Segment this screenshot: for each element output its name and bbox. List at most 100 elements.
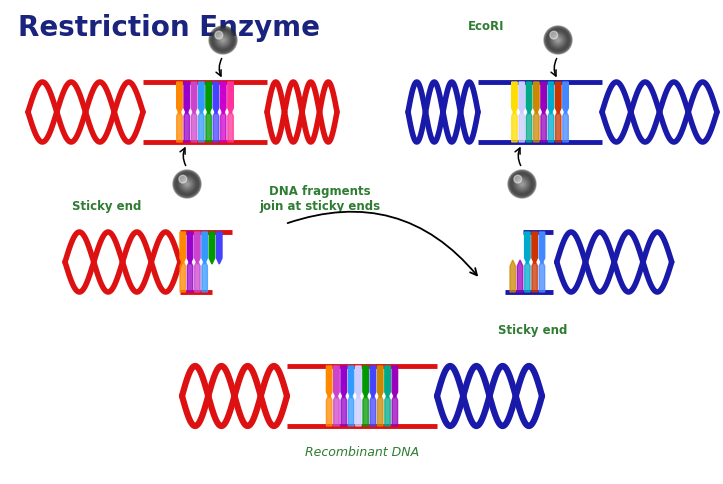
- Polygon shape: [539, 260, 544, 292]
- Circle shape: [215, 31, 223, 39]
- Polygon shape: [541, 110, 547, 142]
- Circle shape: [555, 37, 561, 44]
- Polygon shape: [180, 260, 186, 292]
- Circle shape: [518, 180, 526, 189]
- Polygon shape: [370, 366, 376, 398]
- Polygon shape: [526, 82, 532, 114]
- Polygon shape: [326, 394, 332, 426]
- FancyArrowPatch shape: [180, 148, 186, 166]
- Circle shape: [209, 26, 237, 54]
- Circle shape: [220, 37, 226, 44]
- Circle shape: [521, 183, 523, 185]
- Polygon shape: [512, 110, 517, 142]
- Circle shape: [510, 172, 534, 196]
- Circle shape: [176, 172, 199, 196]
- Text: Sticky end: Sticky end: [72, 200, 142, 213]
- Polygon shape: [385, 394, 390, 426]
- Circle shape: [545, 27, 571, 53]
- Polygon shape: [334, 394, 339, 426]
- Polygon shape: [216, 232, 222, 264]
- Circle shape: [215, 32, 231, 48]
- Polygon shape: [562, 82, 568, 114]
- Polygon shape: [555, 110, 561, 142]
- Circle shape: [179, 176, 195, 192]
- Polygon shape: [176, 82, 182, 114]
- Polygon shape: [526, 110, 532, 142]
- Circle shape: [509, 171, 535, 197]
- Circle shape: [550, 32, 566, 48]
- FancyArrowPatch shape: [551, 59, 557, 76]
- Circle shape: [214, 30, 232, 49]
- Circle shape: [547, 30, 568, 50]
- Polygon shape: [187, 232, 193, 264]
- Circle shape: [176, 174, 197, 195]
- Polygon shape: [206, 82, 211, 114]
- Polygon shape: [392, 366, 398, 398]
- Circle shape: [173, 170, 201, 198]
- Polygon shape: [202, 260, 208, 292]
- Polygon shape: [348, 366, 354, 398]
- Circle shape: [186, 183, 188, 185]
- Polygon shape: [194, 260, 200, 292]
- Polygon shape: [228, 82, 234, 114]
- Polygon shape: [192, 82, 197, 114]
- Polygon shape: [377, 394, 383, 426]
- FancyArrowPatch shape: [216, 59, 222, 76]
- Text: EcoRI: EcoRI: [468, 20, 505, 33]
- Circle shape: [180, 177, 194, 191]
- Polygon shape: [548, 82, 554, 114]
- Polygon shape: [512, 82, 517, 114]
- Circle shape: [556, 38, 560, 42]
- Text: Restriction Enzyme: Restriction Enzyme: [18, 14, 320, 42]
- Polygon shape: [541, 82, 547, 114]
- Polygon shape: [326, 366, 332, 398]
- Polygon shape: [348, 394, 354, 426]
- Circle shape: [213, 30, 234, 50]
- Polygon shape: [206, 110, 211, 142]
- Polygon shape: [539, 232, 544, 264]
- Circle shape: [221, 38, 225, 42]
- Polygon shape: [534, 82, 539, 114]
- Circle shape: [182, 180, 192, 189]
- Polygon shape: [202, 232, 208, 264]
- Circle shape: [179, 175, 187, 183]
- Polygon shape: [194, 232, 200, 264]
- Circle shape: [557, 39, 559, 41]
- Text: Recombinant DNA: Recombinant DNA: [305, 446, 419, 459]
- Polygon shape: [534, 110, 539, 142]
- Polygon shape: [341, 366, 346, 398]
- Circle shape: [216, 33, 230, 47]
- Polygon shape: [525, 260, 530, 292]
- Circle shape: [211, 29, 235, 52]
- Polygon shape: [510, 260, 515, 292]
- Polygon shape: [221, 82, 226, 114]
- Circle shape: [518, 181, 526, 187]
- Polygon shape: [370, 394, 376, 426]
- Polygon shape: [199, 82, 204, 114]
- Circle shape: [514, 175, 522, 183]
- Circle shape: [553, 35, 562, 45]
- Circle shape: [508, 170, 536, 198]
- Text: DNA fragments
join at sticky ends: DNA fragments join at sticky ends: [260, 185, 380, 213]
- Polygon shape: [363, 394, 369, 426]
- Polygon shape: [180, 232, 186, 264]
- Polygon shape: [199, 110, 204, 142]
- FancyArrowPatch shape: [288, 212, 477, 275]
- Circle shape: [513, 175, 531, 193]
- Polygon shape: [187, 260, 193, 292]
- Circle shape: [544, 26, 572, 54]
- Text: Sticky end: Sticky end: [498, 324, 568, 337]
- Polygon shape: [363, 366, 369, 398]
- Polygon shape: [385, 366, 390, 398]
- Circle shape: [514, 176, 530, 192]
- Polygon shape: [392, 394, 398, 426]
- Circle shape: [516, 178, 528, 190]
- Polygon shape: [356, 366, 361, 398]
- Polygon shape: [341, 394, 346, 426]
- Polygon shape: [192, 110, 197, 142]
- Circle shape: [185, 182, 189, 186]
- Circle shape: [184, 181, 190, 187]
- Polygon shape: [517, 260, 523, 292]
- Circle shape: [515, 177, 529, 191]
- Polygon shape: [334, 366, 339, 398]
